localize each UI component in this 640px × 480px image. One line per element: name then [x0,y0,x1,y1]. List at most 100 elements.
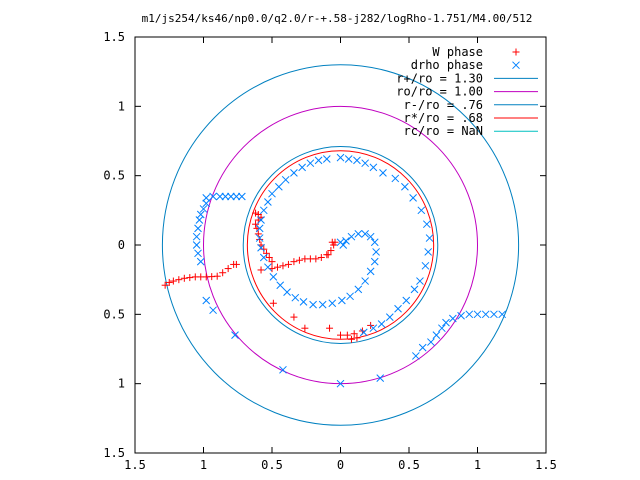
w-phase-point [265,253,273,261]
x-tick-label: 1 [200,458,207,472]
drho-phase-point [369,163,378,172]
w-phase-point [312,255,320,263]
drho-phase-point [366,267,375,276]
drho-phase-point [314,156,323,165]
drho-phase-point [328,299,337,308]
w-phase-point [180,274,188,282]
drho-phase-point [238,192,246,201]
circle-r-curve [242,146,439,344]
w-phase-point [317,253,325,261]
y-tick-label: 0.5 [103,307,125,321]
drho-phase-point [427,338,435,346]
drho-phase-point [344,155,353,163]
w-phase-point [279,262,287,270]
drho-phase-point [231,331,239,339]
drho-phase-point [202,193,211,202]
chart-title: m1/js254/ks46/np0.0/q2.0/r-+.58-j282/log… [142,12,533,25]
drho-phase-point [370,257,379,266]
data-points [161,153,507,388]
w-phase-point [257,266,265,274]
x-tick-label: 1.5 [535,458,557,472]
drho-phase-point [361,159,370,168]
drho-phase-point [385,313,394,321]
legend-label: r-/ro = .76 [404,98,483,112]
drho-phase-point [361,230,370,238]
legend-label: ro/ro = 1.00 [396,85,483,99]
w-phase-point [169,277,177,285]
w-phase-point [347,335,355,343]
drho-phase-point [291,293,300,302]
drho-phase-point [366,232,375,241]
drho-phase-point [353,156,361,165]
w-phase-point [284,260,292,268]
circle-r-curve [246,150,435,340]
drho-phase-point [318,300,327,309]
drho-phase-point [338,296,346,305]
drho-phase-point [221,192,230,201]
drho-phase-point [411,352,420,360]
w-phase-point [326,324,334,332]
drho-phase-point [402,296,411,305]
drho-phase-point [424,248,433,256]
drho-phase-point [259,206,268,215]
drho-phase-point [279,365,287,374]
drho-phase-point [354,285,363,294]
drho-phase-point [421,261,430,270]
drho-phase-point [438,324,446,333]
drho-phase-point [264,198,272,206]
w-phase-point [290,258,298,266]
drho-phase-point [195,216,204,224]
legend-label: drho phase [411,58,483,72]
drho-phase-point [255,224,264,233]
drho-phase-point [259,253,268,262]
drho-phase-point [264,263,272,272]
w-phase-point [260,245,268,253]
legend-label: rc/ro = NaN [404,124,483,138]
w-phase-point [301,324,309,332]
drho-phase-point [394,304,402,313]
drho-phase-point [232,192,241,201]
w-phase-point [268,258,276,266]
w-phase-point [350,330,358,338]
w-phase-point [256,235,264,243]
drho-phase-point [346,292,354,301]
legend-label: W phase [432,45,483,59]
drho-phase-point [298,163,306,172]
circle-r-curve [161,64,520,426]
drho-phase-point [473,310,482,319]
drho-phase-point [192,241,201,249]
drho-phase-point [216,192,224,201]
x-tick-label: 0.5 [398,458,420,472]
drho-phase-point [322,155,331,163]
drho-phase-point [376,374,385,382]
drho-phase-point [290,169,298,177]
drho-phase-point [255,234,264,242]
drho-phase-point [336,238,345,247]
drho-phase-point [377,320,386,328]
y-tick-label: 0.5 [103,169,125,183]
w-phase-point [273,263,281,271]
drho-phase-point [361,277,370,285]
drho-phase-point [281,175,290,184]
drho-phase-point [199,205,208,213]
w-phase-point [328,238,336,246]
drho-phase-point [257,243,265,252]
w-phase-point [337,331,344,339]
x-tick-label: 1.5 [124,458,146,472]
drho-phase-point [274,182,283,191]
circle-ro-curve [203,105,478,385]
drho-phase-point [422,220,431,229]
drho-phase-point [359,328,368,337]
drho-phase-point [409,193,417,202]
w-phase-point [175,276,183,284]
drho-phase-point [209,192,217,201]
drho-phase-point [257,216,265,224]
drho-phase-point [276,281,285,290]
drho-phase-point [306,159,315,168]
drho-phase-point [342,236,350,245]
drho-phase-point [417,206,426,215]
drho-phase-point [269,273,278,281]
drho-phase-point [442,318,450,327]
drho-phase-point [379,169,387,177]
